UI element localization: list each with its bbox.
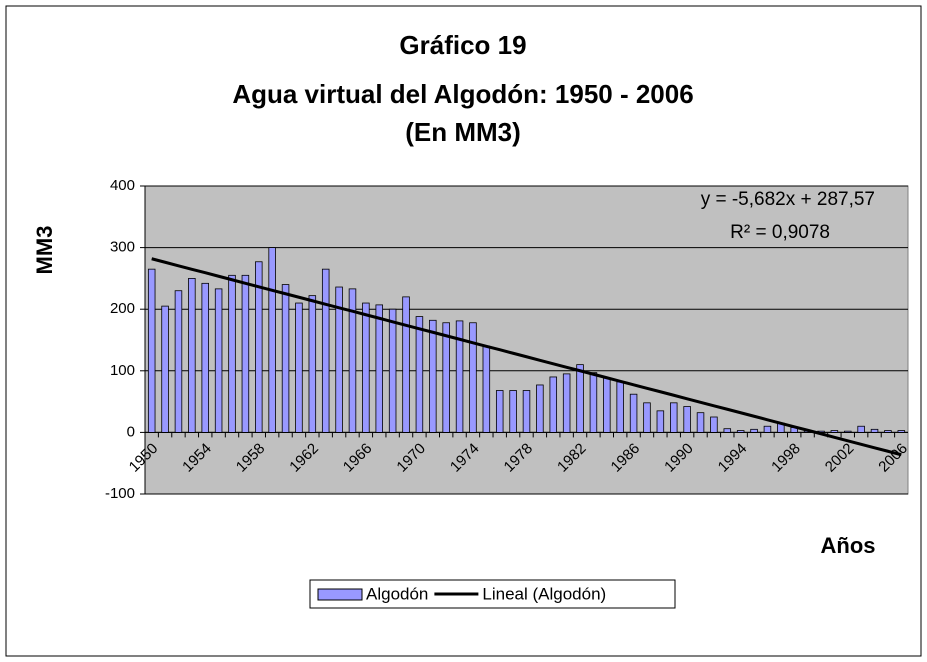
- chart-title: (En MM3): [405, 117, 521, 147]
- bar: [669, 402, 678, 433]
- bar: [295, 302, 303, 433]
- bar: [710, 416, 718, 433]
- bar: [375, 304, 384, 433]
- bar: [549, 376, 558, 433]
- bar: [308, 295, 317, 433]
- bar: [643, 402, 651, 433]
- trend-r2: R² = 0,9078: [730, 222, 830, 243]
- y-axis-label: MM3: [32, 226, 57, 275]
- bar: [241, 274, 250, 433]
- bar: [335, 286, 343, 433]
- bar: [147, 268, 156, 433]
- legend-label: Lineal (Algodón): [482, 584, 606, 603]
- bar: [255, 261, 263, 433]
- y-tick-label: 0: [127, 423, 135, 440]
- bar: [442, 322, 450, 433]
- legend: [309, 579, 676, 609]
- bar: [536, 384, 544, 433]
- x-axis-label: Años: [821, 533, 876, 558]
- bar: [362, 302, 370, 433]
- bar: [884, 430, 892, 433]
- y-tick-label: 200: [110, 300, 135, 317]
- bar: [268, 247, 276, 433]
- bar: [321, 268, 330, 433]
- bar: [696, 412, 705, 433]
- bar: [455, 320, 464, 433]
- bar: [429, 319, 437, 433]
- bar: [281, 284, 290, 433]
- bar: [576, 364, 584, 433]
- bar: [174, 290, 183, 433]
- bar: [656, 410, 665, 433]
- bar: [562, 373, 571, 433]
- bar: [857, 425, 865, 433]
- bar: [763, 425, 772, 433]
- bar: [736, 430, 745, 433]
- bar: [589, 372, 598, 433]
- bar: [830, 430, 839, 433]
- bar: [683, 406, 691, 433]
- bar: [495, 390, 504, 433]
- bar: [402, 296, 410, 433]
- chart-title: Gráfico 19: [399, 30, 526, 60]
- bar: [214, 288, 223, 433]
- bar: [201, 282, 209, 433]
- bar: [509, 390, 517, 433]
- legend-swatch: [317, 588, 363, 601]
- bar: [348, 288, 357, 433]
- bar: [870, 428, 879, 433]
- bar: [388, 308, 397, 433]
- bar: [629, 393, 638, 433]
- y-tick-label: 300: [110, 239, 135, 256]
- bar: [522, 390, 531, 433]
- legend-label: Algodón: [366, 584, 428, 603]
- bar: [844, 430, 852, 433]
- chart-title: Agua virtual del Algodón: 1950 - 2006: [232, 79, 693, 109]
- bar: [897, 430, 906, 433]
- y-tick-label: -100: [105, 485, 135, 502]
- trend-equation: y = -5,682x + 287,57: [701, 189, 875, 210]
- bar: [469, 322, 477, 433]
- bar: [482, 345, 491, 433]
- bar: [188, 277, 196, 433]
- y-tick-label: 400: [110, 177, 135, 194]
- y-tick-label: 100: [110, 362, 135, 379]
- bar: [723, 428, 732, 433]
- bar: [750, 428, 758, 433]
- bar: [415, 316, 424, 433]
- bar: [616, 381, 624, 433]
- bar: [161, 305, 169, 433]
- trend-line: [151, 257, 902, 457]
- bar: [603, 377, 611, 433]
- bar: [228, 274, 236, 433]
